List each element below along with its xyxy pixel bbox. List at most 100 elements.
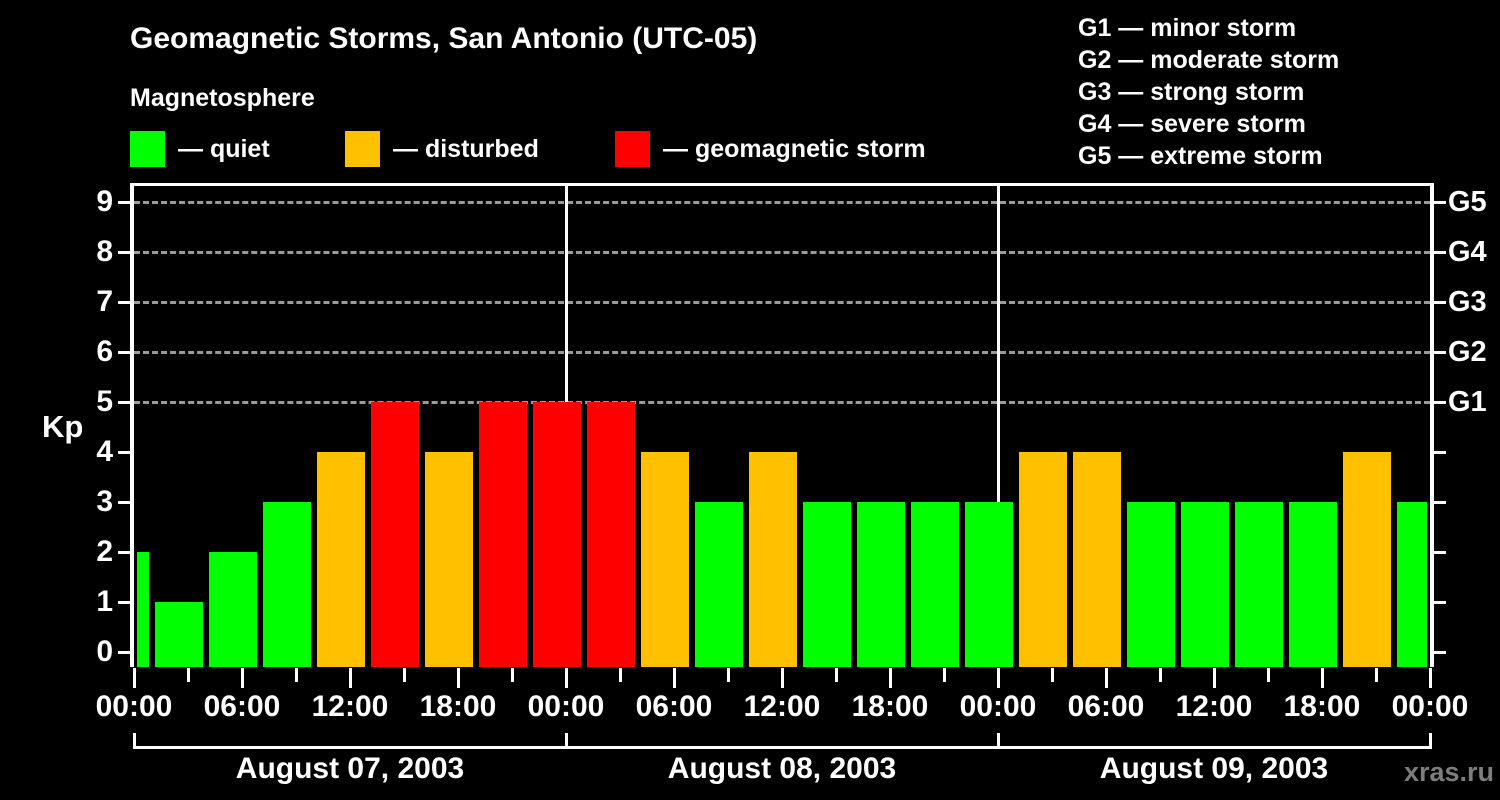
x-tick-label: 06:00 <box>635 690 713 723</box>
legend-item-disturbed: — disturbed <box>345 131 539 167</box>
y-tick-left <box>118 500 130 504</box>
g-legend-item-2: G2 — moderate storm <box>1078 46 1340 74</box>
kp-bar <box>425 452 473 667</box>
y-tick-right <box>1434 250 1446 254</box>
legend-label-storm: — geomagnetic storm <box>663 135 926 163</box>
gridline-kp9 <box>134 200 1430 204</box>
gridline-kp5 <box>134 400 1430 404</box>
kp-axis-title: Kp <box>42 409 84 444</box>
x-tick-minor <box>942 668 946 682</box>
kp-bar <box>911 502 959 667</box>
date-bracket-tick <box>132 733 136 749</box>
y-tick-left <box>118 200 130 204</box>
kp-bar <box>137 552 149 667</box>
x-tick-label: 18:00 <box>419 690 497 723</box>
x-tick-minor <box>1266 668 1270 682</box>
kp-bar <box>209 552 257 667</box>
kp-bar <box>965 502 1013 667</box>
kp-bar <box>587 402 635 667</box>
y-tick-label: 5 <box>96 385 113 418</box>
gridline-kp7 <box>134 300 1430 304</box>
date-bracket-tick <box>996 733 1000 749</box>
kp-bar <box>1397 502 1427 667</box>
x-tick-major <box>780 668 784 688</box>
gridline-kp6 <box>134 350 1430 354</box>
x-tick-major <box>348 668 352 688</box>
kp-bar <box>803 502 851 667</box>
y-tick-left <box>118 400 130 404</box>
x-tick-major <box>888 668 892 688</box>
kp-bar <box>1019 452 1067 667</box>
date-label: August 09, 2003 <box>1099 752 1329 785</box>
kp-bar <box>1343 452 1391 667</box>
x-tick-minor <box>186 668 190 682</box>
g-legend-item-1: G1 — minor storm <box>1078 14 1297 42</box>
date-bracket-tick <box>1428 733 1432 749</box>
g-scale-legend: G1 — minor storm G2 — moderate storm G3 — … <box>1078 12 1339 172</box>
date-label: August 07, 2003 <box>235 752 465 785</box>
y-tick-label: 8 <box>96 235 113 268</box>
x-tick-major <box>1428 668 1432 688</box>
kp-bar <box>641 452 689 667</box>
y-tick-right <box>1434 550 1446 554</box>
y-tick-left <box>118 350 130 354</box>
y-tick-right <box>1434 500 1446 504</box>
g-legend-item-4: G4 — severe storm <box>1078 110 1306 138</box>
x-tick-label: 18:00 <box>1283 690 1361 723</box>
x-tick-major <box>240 668 244 688</box>
y-tick-label: 2 <box>96 535 113 568</box>
x-tick-major <box>672 668 676 688</box>
y-tick-left <box>118 450 130 454</box>
legend-label-disturbed: — disturbed <box>393 135 539 163</box>
g-legend-item-3: G3 — strong storm <box>1078 78 1305 106</box>
y-tick-right <box>1434 650 1446 654</box>
storm-color-swatch <box>615 131 650 167</box>
y-tick-right <box>1434 200 1446 204</box>
y-tick-label: 3 <box>96 485 113 518</box>
x-tick-label: 00:00 <box>527 690 605 723</box>
kp-bar <box>533 402 581 667</box>
g-level-label-g5: G5 <box>1448 186 1487 218</box>
watermark: xras.ru <box>1403 757 1494 787</box>
y-axis-line <box>130 183 134 667</box>
g-level-label-g3: G3 <box>1448 286 1487 318</box>
g-level-label-g2: G2 <box>1448 336 1487 368</box>
legend-item-storm: — geomagnetic storm <box>615 131 926 167</box>
x-tick-major <box>1104 668 1108 688</box>
y-tick-left <box>118 600 130 604</box>
kp-bar <box>1073 452 1121 667</box>
y-tick-label: 0 <box>96 635 113 668</box>
chart-subtitle: Magnetosphere <box>130 84 315 112</box>
y-tick-label: 1 <box>96 585 113 618</box>
x-tick-label: 12:00 <box>1175 690 1253 723</box>
kp-bar <box>1235 502 1283 667</box>
kp-bar <box>1289 502 1337 667</box>
legend-label-quiet: — quiet <box>178 135 270 163</box>
x-tick-minor <box>618 668 622 682</box>
y-tick-left <box>118 250 130 254</box>
x-tick-major <box>1320 668 1324 688</box>
day-divider-line <box>996 183 1000 667</box>
kp-bar <box>371 402 419 667</box>
kp-bar <box>155 602 203 667</box>
x-tick-major <box>132 668 136 688</box>
y-tick-label: 4 <box>96 435 113 468</box>
g-legend-item-5: G5 — extreme storm <box>1078 142 1323 170</box>
right-axis-line <box>1430 183 1434 667</box>
quiet-color-swatch <box>130 131 165 167</box>
x-tick-label: 00:00 <box>1391 690 1469 723</box>
kp-bar <box>317 452 365 667</box>
kp-bar <box>263 502 311 667</box>
chart-title: Geomagnetic Storms, San Antonio (UTC-05) <box>130 22 758 55</box>
y-tick-right <box>1434 350 1446 354</box>
x-tick-major <box>456 668 460 688</box>
x-tick-label: 00:00 <box>959 690 1037 723</box>
y-tick-right <box>1434 600 1446 604</box>
x-tick-label: 12:00 <box>743 690 821 723</box>
x-tick-minor <box>294 668 298 682</box>
x-tick-minor <box>1158 668 1162 682</box>
x-tick-label: 00:00 <box>95 690 173 723</box>
date-label: August 08, 2003 <box>667 752 897 785</box>
y-tick-right <box>1434 450 1446 454</box>
